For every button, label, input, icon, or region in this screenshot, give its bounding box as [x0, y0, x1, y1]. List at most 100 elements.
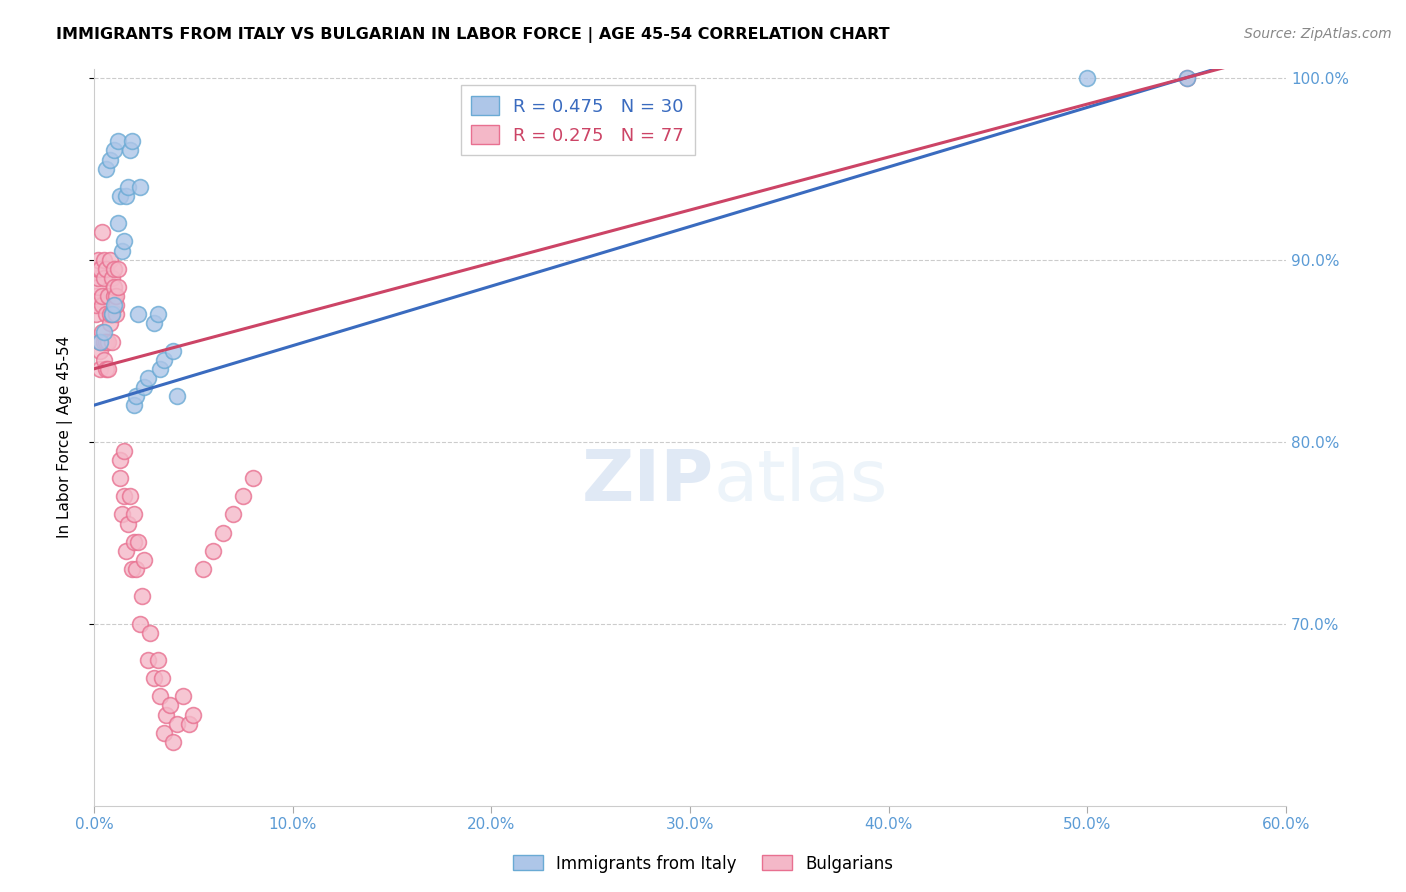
Point: [89, 343, 111, 358]
Point: [136, 371, 159, 385]
Point: [103, 261, 125, 276]
Point: [84, 298, 107, 312]
Point: [150, 671, 173, 685]
Point: [212, 525, 235, 540]
Point: [114, 189, 136, 203]
Point: [179, 716, 201, 731]
Point: [93, 334, 115, 349]
Point: [98, 316, 121, 330]
Point: [93, 326, 115, 340]
Point: [121, 134, 143, 148]
Point: [97, 361, 120, 376]
Legend: Immigrants from Italy, Bulgarians: Immigrants from Italy, Bulgarians: [506, 848, 900, 880]
Point: [142, 316, 165, 330]
Point: [166, 716, 188, 731]
Point: [91, 225, 114, 239]
Point: [94, 161, 117, 176]
Point: [232, 489, 254, 503]
Point: [128, 616, 150, 631]
Point: [118, 489, 141, 503]
Point: [91, 326, 114, 340]
Point: [125, 389, 148, 403]
Point: [98, 252, 121, 267]
Point: [84, 289, 107, 303]
Point: [108, 471, 131, 485]
Point: [148, 361, 170, 376]
Point: [89, 261, 111, 276]
Point: [127, 307, 149, 321]
Point: [104, 289, 127, 303]
Point: [132, 553, 155, 567]
Point: [128, 179, 150, 194]
Point: [103, 289, 125, 303]
Point: [122, 534, 145, 549]
Point: [162, 343, 184, 358]
Point: [107, 134, 129, 148]
Point: [101, 307, 124, 321]
Text: ZIP: ZIP: [582, 447, 714, 516]
Point: [104, 307, 127, 321]
Point: [1175, 70, 1198, 85]
Point: [202, 543, 225, 558]
Legend: R = 0.475   N = 30, R = 0.275   N = 77: R = 0.475 N = 30, R = 0.275 N = 77: [461, 85, 695, 155]
Point: [87, 261, 110, 276]
Point: [94, 261, 117, 276]
Point: [146, 307, 169, 321]
Point: [97, 289, 120, 303]
Point: [114, 543, 136, 558]
Text: Source: ZipAtlas.com: Source: ZipAtlas.com: [1244, 27, 1392, 41]
Point: [108, 189, 131, 203]
Point: [159, 698, 181, 713]
Point: [162, 735, 184, 749]
Point: [122, 398, 145, 412]
Point: [222, 508, 245, 522]
Text: atlas: atlas: [714, 447, 889, 516]
Point: [111, 244, 134, 258]
Point: [121, 562, 143, 576]
Point: [117, 516, 139, 531]
Text: IMMIGRANTS FROM ITALY VS BULGARIAN IN LABOR FORCE | AGE 45-54 CORRELATION CHART: IMMIGRANTS FROM ITALY VS BULGARIAN IN LA…: [56, 27, 890, 43]
Point: [89, 334, 111, 349]
Point: [87, 252, 110, 267]
Point: [98, 307, 121, 321]
Point: [152, 726, 174, 740]
Point: [136, 653, 159, 667]
Point: [131, 589, 153, 603]
Point: [103, 144, 125, 158]
Point: [112, 235, 135, 249]
Point: [101, 307, 124, 321]
Point: [91, 298, 114, 312]
Point: [117, 179, 139, 194]
Point: [89, 334, 111, 349]
Point: [87, 270, 110, 285]
Point: [152, 352, 174, 367]
Y-axis label: In Labor Force | Age 45-54: In Labor Force | Age 45-54: [58, 336, 73, 538]
Point: [122, 508, 145, 522]
Point: [94, 334, 117, 349]
Point: [94, 361, 117, 376]
Point: [101, 334, 124, 349]
Point: [193, 562, 215, 576]
Point: [112, 443, 135, 458]
Point: [155, 707, 177, 722]
Point: [97, 334, 120, 349]
Point: [103, 280, 125, 294]
Point: [104, 298, 127, 312]
Point: [87, 280, 110, 294]
Point: [148, 690, 170, 704]
Point: [112, 489, 135, 503]
Point: [107, 261, 129, 276]
Point: [103, 298, 125, 312]
Point: [172, 690, 194, 704]
Point: [98, 153, 121, 167]
Point: [91, 289, 114, 303]
Point: [132, 380, 155, 394]
Point: [108, 452, 131, 467]
Point: [84, 307, 107, 321]
Point: [93, 252, 115, 267]
Point: [183, 707, 205, 722]
Point: [125, 562, 148, 576]
Point: [127, 534, 149, 549]
Point: [89, 361, 111, 376]
Point: [93, 352, 115, 367]
